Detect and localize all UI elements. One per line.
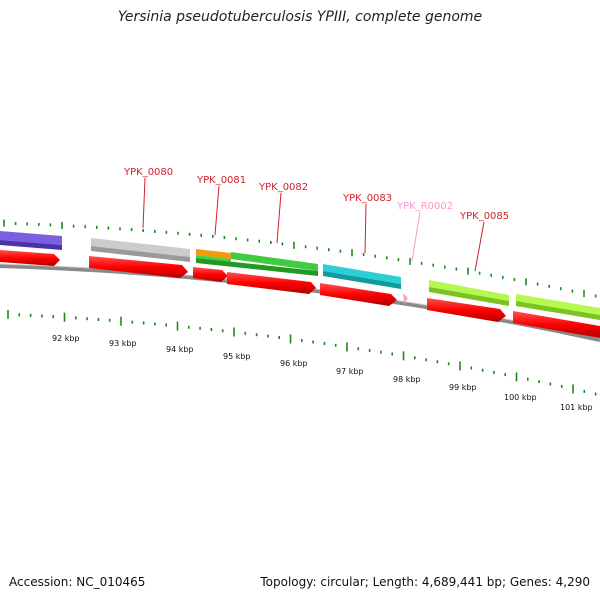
kbp-label: 100 kbp <box>504 393 537 402</box>
kbp-axis-labels: 92 kbp 93 kbp 94 kbp 95 kbp 96 kbp 97 kb… <box>52 334 593 412</box>
accession-text: Accession: NC_010465 <box>9 575 146 589</box>
gene-labels: YPK_0080 YPK_0081 YPK_0082 YPK_0083 YPK_… <box>123 167 509 222</box>
gene-label-ypk-0080[interactable]: YPK_0080 <box>123 167 173 178</box>
lower-tick-ruler <box>7 309 597 396</box>
gene-label-ypk-0082[interactable]: YPK_0082 <box>258 182 308 193</box>
feature-bar-orange[interactable] <box>196 249 231 259</box>
upper-tick-ruler <box>3 219 597 298</box>
kbp-label: 101 kbp <box>560 403 593 412</box>
genome-summary-text: Topology: circular; Length: 4,689,441 bp… <box>260 575 590 589</box>
cds-arrow[interactable] <box>320 283 397 306</box>
map-title: Yersinia pseudotuberculosis YPIII, compl… <box>117 9 483 25</box>
feature-bar-cyan[interactable] <box>323 264 401 289</box>
cds-arrow[interactable] <box>193 267 228 282</box>
kbp-label: 99 kbp <box>449 383 477 392</box>
kbp-label: 95 kbp <box>223 352 251 361</box>
kbp-label: 94 kbp <box>166 345 194 354</box>
cds-arrow[interactable] <box>0 250 60 266</box>
kbp-label: 92 kbp <box>52 334 80 343</box>
gene-label-ypk-0085[interactable]: YPK_0085 <box>459 211 509 222</box>
kbp-label: 96 kbp <box>280 359 308 368</box>
cds-arrow[interactable] <box>427 298 506 322</box>
genome-backbone <box>0 264 600 342</box>
gene-label-ypk-0083[interactable]: YPK_0083 <box>342 193 392 204</box>
kbp-label: 97 kbp <box>336 367 364 376</box>
feature-bar-green[interactable] <box>196 252 318 276</box>
gene-label-ypk-r0002[interactable]: YPK_R0002 <box>396 201 453 212</box>
feature-bar-lime-2[interactable] <box>516 294 600 320</box>
kbp-label: 93 kbp <box>109 339 137 348</box>
cds-arrow[interactable] <box>227 272 316 294</box>
cds-arrow[interactable] <box>89 256 188 278</box>
rna-arrow[interactable] <box>403 293 408 304</box>
feature-bar-grey[interactable] <box>91 238 190 262</box>
gene-label-ypk-0081[interactable]: YPK_0081 <box>196 175 246 186</box>
gene-leader-lines <box>142 177 485 272</box>
feature-bar-lime-1[interactable] <box>429 280 509 306</box>
feature-bar-purple[interactable] <box>0 231 62 250</box>
kbp-label: 98 kbp <box>393 375 421 384</box>
cds-arrow[interactable] <box>513 311 600 338</box>
